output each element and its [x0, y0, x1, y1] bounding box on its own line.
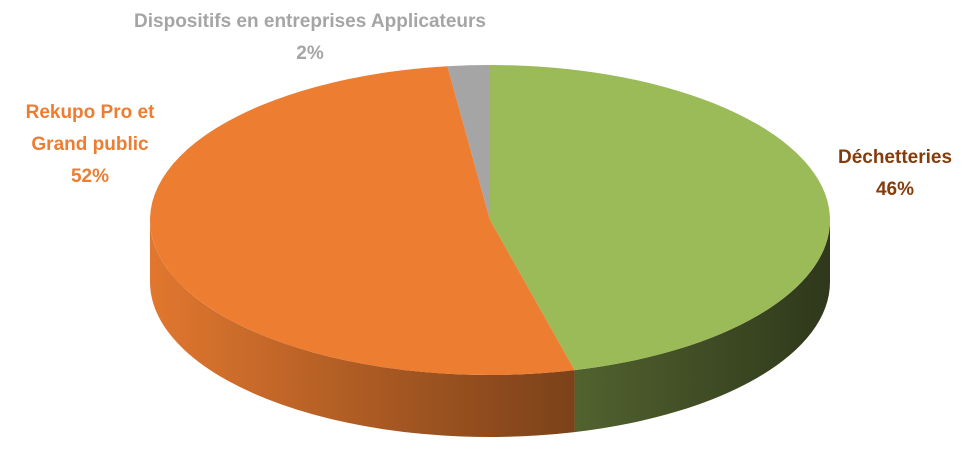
slice — [150, 66, 575, 376]
slice — [490, 65, 831, 371]
slice — [447, 65, 490, 220]
data-label: Dispositifs en entreprises Applicateurs 2… — [60, 6, 560, 70]
category-label: Déchetteries — [837, 147, 953, 168]
data-label: Déchetteries 46% — [800, 142, 973, 206]
slice-side — [150, 220, 575, 437]
value-label: 52% — [70, 166, 110, 187]
category-label: Rekupo Pro et Grand public — [25, 102, 155, 155]
value-label: 2% — [296, 43, 324, 64]
category-label: Dispositifs en entreprises Applicateurs — [134, 11, 486, 32]
value-label: 46% — [875, 179, 915, 200]
data-label: Rekupo Pro et Grand public 52% — [5, 97, 175, 193]
slice-side — [574, 220, 830, 433]
